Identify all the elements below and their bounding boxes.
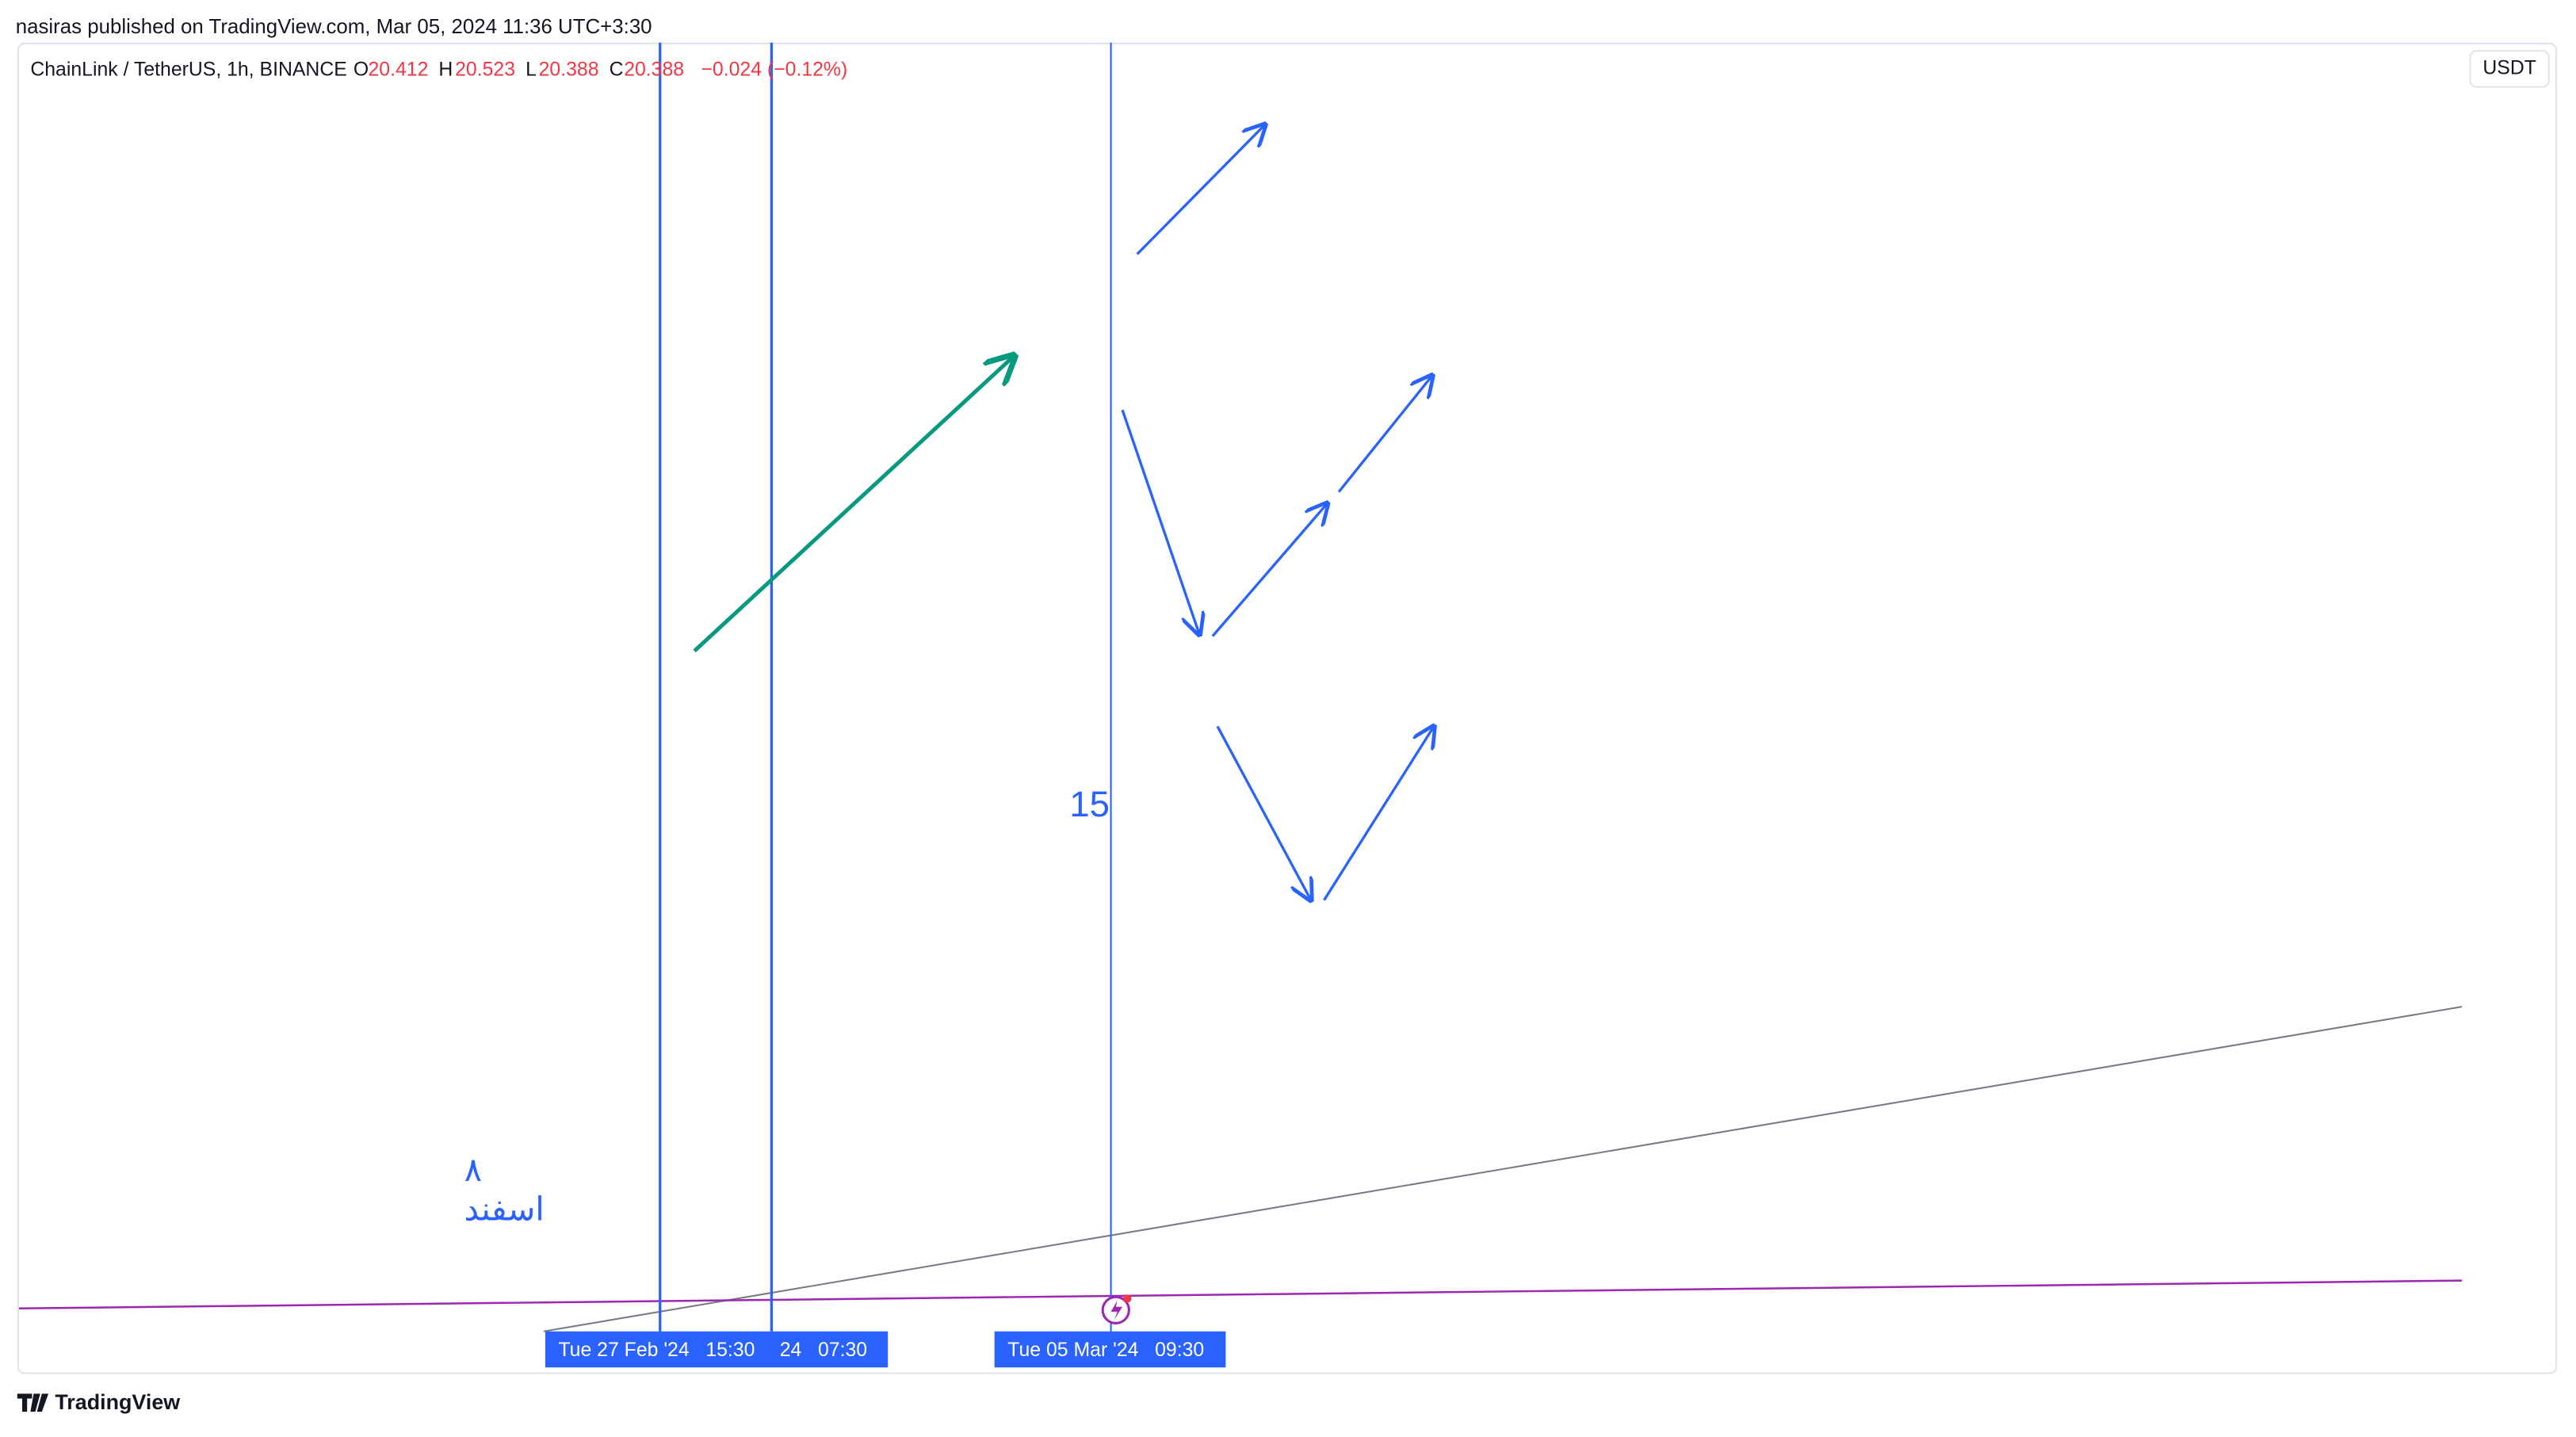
time-label-box — [994, 1331, 1226, 1368]
currency-box[interactable] — [2469, 50, 2550, 88]
legend-key: C — [610, 59, 624, 81]
arrow — [1136, 124, 1265, 255]
chart-frame — [17, 42, 2558, 1374]
legend-change: −0.024 (−0.12%) — [701, 59, 847, 81]
trend-line — [543, 1006, 2463, 1332]
arrow — [1211, 503, 1328, 637]
annotation: 15 — [1069, 784, 1110, 824]
legend-key: L — [526, 59, 537, 81]
time-label: Tue 27 Feb '24 15:30 — [558, 1340, 755, 1361]
arrow — [1323, 726, 1435, 901]
symbol: ChainLink / TetherUS, 1h, BINANCE — [30, 59, 346, 81]
brand-logo — [17, 1393, 49, 1412]
legend-key: H — [438, 59, 453, 81]
legend-key: O — [354, 59, 369, 81]
time-label: 24 07:30 — [780, 1340, 867, 1361]
time-label-box — [545, 1331, 889, 1368]
currency: USDT — [2482, 57, 2536, 78]
legend-value: 20.412 — [368, 59, 428, 81]
legend-value: 20.388 — [624, 59, 684, 81]
annotation: اسفند — [464, 1191, 545, 1228]
annotation: ۸ — [464, 1152, 482, 1188]
legend-value: 20.523 — [455, 59, 515, 81]
legend-value: 20.388 — [539, 59, 599, 81]
arrow — [1337, 376, 1432, 493]
time-label: Tue 05 Mar '24 09:30 — [1007, 1340, 1204, 1361]
publisher: nasiras published on TradingView.com, Ma… — [16, 16, 652, 38]
event-icon — [1110, 1300, 1123, 1320]
arrow — [1121, 409, 1199, 634]
arrow — [1216, 725, 1311, 900]
brand: TradingView — [55, 1390, 180, 1414]
legend: ChainLink / TetherUS, 1h, BINANCE O 20.4… — [30, 59, 847, 81]
arrows — [1121, 124, 1435, 901]
event-dot — [1123, 1294, 1132, 1303]
trend-arrow — [693, 356, 1014, 653]
trend-line — [18, 1279, 2463, 1310]
